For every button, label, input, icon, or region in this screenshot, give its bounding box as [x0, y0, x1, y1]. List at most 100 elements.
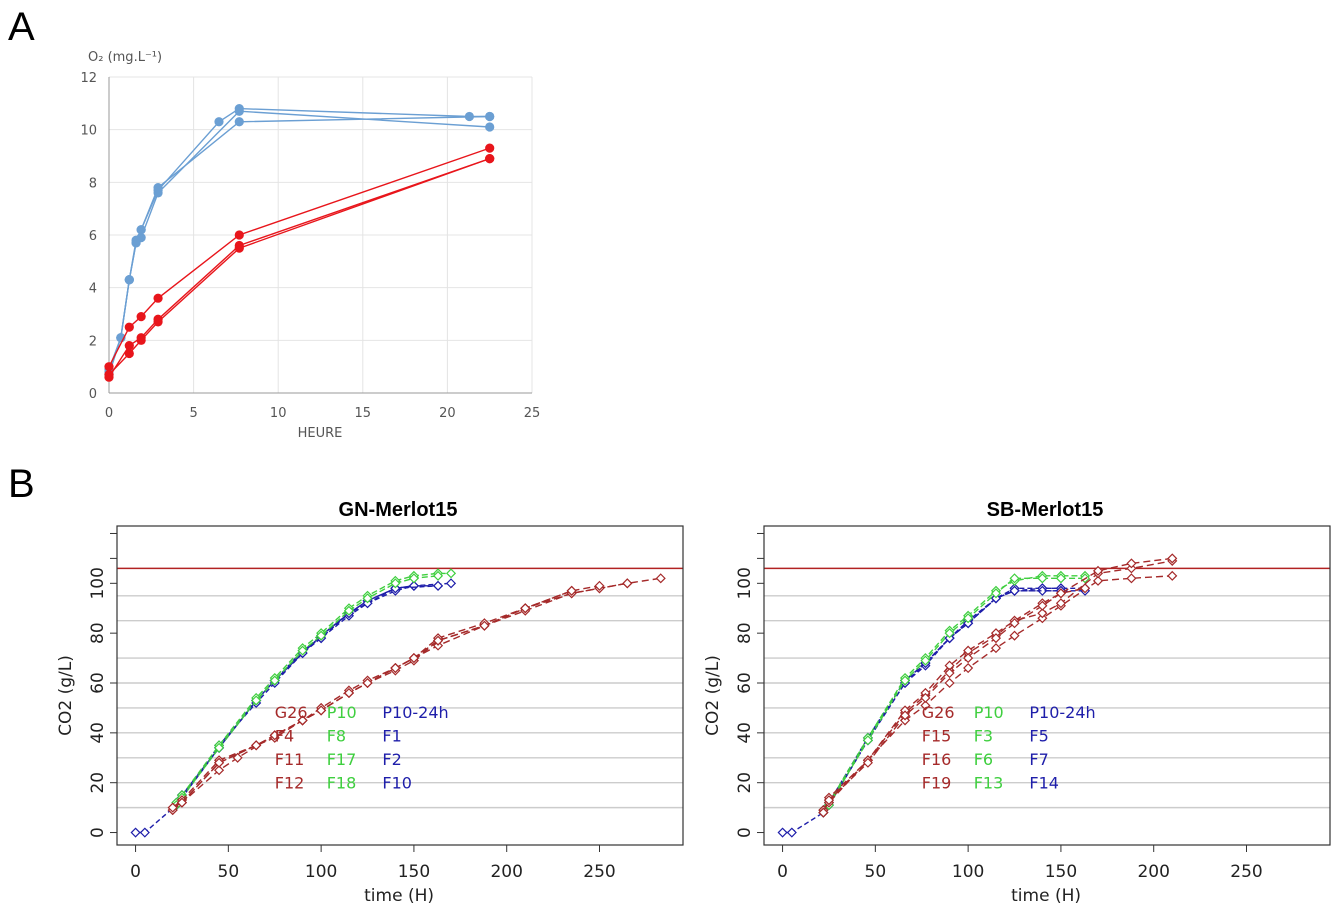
b-y-tick-label: 40 [735, 722, 755, 744]
chart-b-gn-merlot15: GN-Merlot15 0 20 40 60 80 100 0 50 100 150 200 250 ti… [56, 499, 684, 906]
a-x-tick-label: 25 [524, 406, 541, 421]
b-data-point-green [408, 573, 419, 584]
b-data-point-green [963, 613, 974, 624]
b-data-point-red [1092, 575, 1104, 586]
panel-label-a: A [8, 5, 35, 49]
b-series-line-red [822, 575, 1173, 811]
a-data-point-blue [214, 117, 224, 127]
b-data-point-blue [777, 827, 788, 838]
a-y-tick-label: 12 [80, 71, 97, 86]
b-data-point-red [479, 620, 490, 631]
a-data-point-blue [136, 225, 146, 235]
b-data-point-red [990, 633, 1002, 644]
a-data-point-red [136, 335, 146, 345]
chart-a-oxygen: 0 2 4 6 8 10 12 0 5 10 15 20 25 O₂ (mg.L⁻¹) HEURE [80, 50, 540, 441]
b-data-point-red [1126, 573, 1137, 584]
legend-entry: F16 [922, 750, 952, 769]
b-data-point-red [818, 807, 829, 818]
b-y-tick-label: 0 [88, 827, 108, 838]
a-series-line-blue [108, 110, 490, 375]
chart-b-sb-merlot15: SB-Merlot15 0 20 40 60 80 100 0 50 100 150 200 250 ti… [703, 499, 1331, 906]
b-data-point-red [655, 573, 666, 584]
b-data-point-green [269, 675, 280, 686]
b-series-line-red [172, 577, 661, 811]
b-data-point-red [963, 653, 974, 664]
b-x-axis-label: time (H) [364, 886, 434, 906]
b-data-point-red [316, 705, 327, 716]
legend-entry: F4 [275, 726, 294, 745]
legend-entry: P10 [974, 703, 1004, 722]
legend-entry: P10-24h [1029, 703, 1095, 722]
legend-entry: F7 [1029, 750, 1048, 769]
b-data-point-red [251, 740, 262, 751]
b-series-line-red [172, 585, 600, 811]
b-data-point-red [1055, 588, 1066, 599]
a-data-point-blue [131, 235, 141, 245]
a-data-point-red [234, 230, 244, 240]
b-y-tick-label: 60 [88, 672, 108, 694]
b-data-point-red [920, 700, 931, 711]
b-y-axis-label: CO2 (g/L) [703, 655, 723, 736]
b-y-tick-label: 20 [88, 772, 108, 794]
legend-entry: F14 [1029, 773, 1059, 792]
b-data-point-red [1126, 558, 1137, 569]
b-data-point-red [862, 757, 873, 768]
b-data-point-red [899, 710, 911, 721]
legend-entry: P10-24h [382, 703, 448, 722]
b-data-point-red [520, 603, 531, 614]
a-data-point-blue [234, 106, 244, 116]
a-data-point-red [104, 362, 114, 372]
a-data-point-blue [485, 122, 495, 132]
b-data-point-green [432, 570, 444, 581]
b-data-point-red [1009, 618, 1020, 629]
b-data-point-green [920, 655, 931, 666]
b-series-line-red [822, 557, 1173, 813]
legend-entry: G26 [922, 703, 955, 722]
b-data-point-red [823, 795, 834, 806]
chart-title: GN-Merlot15 [339, 499, 458, 521]
a-data-point-red [485, 143, 495, 153]
b-y-tick-label: 80 [735, 622, 755, 644]
b-x-tick-label: 100 [305, 862, 337, 882]
a-y-tick-label: 8 [89, 176, 97, 191]
a-data-point-red [104, 369, 114, 380]
b-data-point-green [251, 695, 262, 706]
b-data-point-red [390, 663, 401, 674]
a-data-point-red [153, 317, 163, 327]
a-data-point-blue [234, 117, 244, 127]
a-series-line-blue [108, 115, 490, 370]
b-data-point-green [1037, 573, 1048, 584]
b-y-tick-label: 20 [735, 772, 755, 794]
b-data-point-red [1055, 598, 1066, 609]
b-data-point-red [594, 580, 605, 591]
b-x-tick-label: 100 [952, 862, 984, 882]
legend-entry: F2 [382, 750, 401, 769]
b-y-tick-label: 40 [88, 722, 108, 744]
b-x-tick-label: 150 [398, 862, 430, 882]
b-y-tick-label: 100 [88, 567, 108, 599]
legend-entry: F10 [382, 773, 412, 792]
a-y-tick-label: 10 [80, 124, 97, 139]
b-data-point-red [920, 692, 931, 704]
legend-entry: F19 [922, 773, 952, 792]
b-data-point-blue [786, 827, 797, 838]
b-data-point-blue [432, 580, 444, 591]
b-data-point-red [963, 663, 974, 674]
b-data-point-green [1055, 573, 1066, 584]
b-data-point-blue [1009, 585, 1020, 596]
b-data-point-blue [445, 578, 457, 589]
a-data-point-red [124, 348, 134, 359]
legend-entry: F13 [974, 773, 1004, 792]
b-data-point-green [990, 588, 1002, 599]
b-data-point-red [432, 635, 444, 646]
a-data-point-red [124, 341, 134, 351]
b-data-point-red [622, 578, 633, 589]
a-data-point-red [136, 312, 146, 322]
b-data-point-green [944, 628, 955, 639]
a-y-tick-label: 6 [89, 229, 97, 244]
a-data-point-blue [485, 111, 495, 122]
a-data-point-red [234, 243, 244, 253]
b-data-point-green [297, 645, 308, 656]
b-data-point-red [944, 677, 955, 689]
